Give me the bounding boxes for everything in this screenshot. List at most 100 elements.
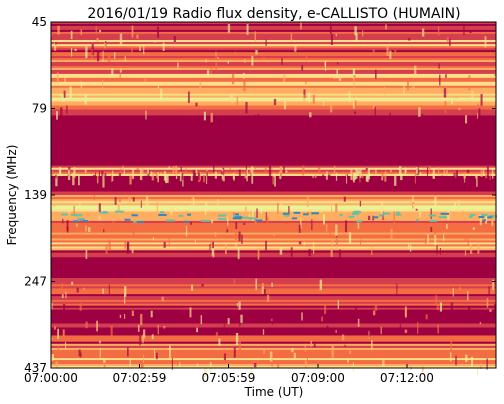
spectrogram-row (51, 335, 496, 338)
spectrogram-row (51, 165, 496, 168)
spectrogram-row (51, 37, 496, 41)
spectrogram-streak (160, 172, 162, 176)
spectrogram-row (51, 301, 496, 305)
spectrogram-streak (304, 360, 307, 368)
spectrogram-streak (196, 327, 199, 333)
spectrogram-streak (444, 100, 447, 113)
spectrogram-speckle (132, 220, 137, 223)
spectrogram-row (51, 358, 496, 361)
spectrogram-streak (98, 171, 101, 179)
spectrogram-streak (415, 166, 418, 174)
y-axis-label: Frequency (MHz) (5, 145, 19, 246)
spectrogram-streak (439, 302, 443, 312)
spectrogram-streak (151, 172, 154, 181)
spectrogram-streak (157, 84, 160, 89)
spectrogram-row (51, 39, 496, 43)
spectrogram-speckle (303, 213, 309, 216)
spectrogram-speckle (178, 214, 184, 217)
spectrogram-streak (362, 174, 364, 179)
spectrogram-streak (417, 322, 419, 334)
spectrogram-streak (483, 170, 485, 176)
spectrogram-streak (374, 106, 376, 118)
spectrogram-row (51, 101, 496, 104)
spectrogram-streak (187, 91, 190, 103)
spectrogram-streak (136, 34, 139, 39)
spectrogram-streak (302, 171, 305, 176)
spectrogram-row (51, 341, 496, 345)
spectrogram-row (51, 27, 496, 31)
spectrogram-row (51, 46, 496, 49)
spectrogram-streak (466, 169, 470, 173)
spectrogram-streak (472, 227, 475, 230)
y-tick-label: 139 (24, 188, 47, 202)
spectrogram-speckle (415, 219, 419, 222)
spectrogram-streak (205, 59, 207, 63)
spectrogram-row (51, 83, 496, 87)
spectrogram-streak (389, 50, 392, 59)
spectrogram-streak (95, 172, 97, 183)
spectrogram-row (51, 265, 496, 268)
spectrogram-row (51, 42, 496, 45)
spectrogram-bands (51, 22, 496, 369)
spectrogram-streak (101, 79, 104, 90)
spectrogram-streak (308, 92, 310, 103)
spectrogram-streak (246, 24, 249, 35)
spectrogram-streak (144, 78, 146, 83)
spectrogram-row (51, 211, 496, 214)
spectrogram-speckle (351, 212, 360, 215)
spectrogram-streak (371, 170, 374, 174)
spectrogram-streak (312, 94, 315, 104)
spectrogram-streak (467, 291, 469, 301)
spectrogram-streak (301, 64, 304, 71)
spectrogram-streak (206, 172, 208, 177)
spectrogram-streak (265, 212, 267, 222)
spectrogram-streak (124, 240, 127, 249)
spectrogram-streak (164, 175, 168, 184)
spectrogram-row (51, 201, 496, 204)
spectrogram-streak (283, 100, 287, 110)
spectrogram-streak (56, 110, 58, 120)
spectrogram-streak (136, 166, 139, 171)
spectrogram-streak (409, 245, 412, 252)
spectrogram-streak (441, 175, 444, 188)
spectrogram-streak (327, 174, 331, 178)
spectrogram-row (51, 169, 496, 173)
spectrogram-streak (66, 227, 69, 233)
spectrogram-streak (142, 354, 145, 363)
spectrogram-row (51, 69, 496, 73)
spectrogram-streak (210, 112, 213, 123)
spectrogram-streak (173, 35, 176, 42)
spectrogram-streak (263, 349, 265, 354)
spectrogram-streak (244, 228, 247, 232)
spectrogram-streak (84, 169, 87, 173)
spectrogram-streak (232, 73, 235, 85)
spectrogram-streak (302, 165, 305, 172)
spectrogram-row (51, 137, 496, 140)
spectrogram-row (51, 321, 496, 324)
spectrogram-streak (143, 44, 145, 55)
spectrogram-streak (85, 250, 88, 259)
spectrogram-streak (452, 287, 454, 297)
spectrogram-row (51, 271, 496, 275)
spectrogram-streak (201, 211, 204, 217)
spectrogram-row (51, 360, 496, 363)
spectrogram-streak (206, 168, 208, 172)
spectrogram-streak (103, 358, 106, 363)
spectrogram-streak (421, 365, 424, 372)
spectrogram-streak (469, 30, 472, 34)
spectrogram-row (51, 282, 496, 285)
spectrogram-streak (381, 172, 384, 179)
spectrogram-streak (73, 205, 75, 215)
spectrogram-row (51, 246, 496, 249)
spectrogram-streak (54, 42, 57, 51)
spectrogram-streak (190, 204, 193, 212)
spectrogram-streak (344, 344, 346, 347)
spectrogram-streak (192, 169, 196, 181)
spectrogram-speckle (395, 213, 402, 216)
spectrogram-streak (283, 74, 286, 82)
spectrogram-streak (123, 170, 125, 177)
spectrogram-streak (238, 231, 241, 242)
spectrogram-streak (263, 288, 266, 295)
spectrogram-row (51, 250, 496, 253)
spectrogram-row (51, 183, 496, 187)
